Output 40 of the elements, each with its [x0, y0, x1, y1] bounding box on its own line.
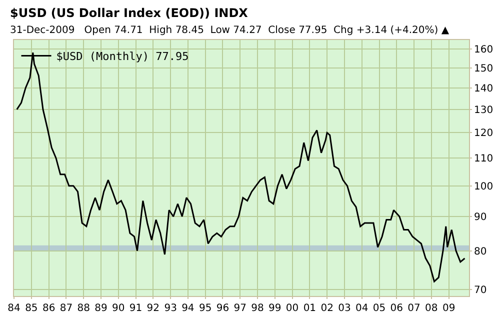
x-tick-label: 93	[164, 303, 177, 314]
x-tick-label: 84	[8, 303, 20, 314]
x-tick-label: 86	[42, 303, 56, 314]
x-tick-label: 88	[77, 303, 90, 314]
x-tick-label: 05	[372, 303, 386, 314]
y-tick-label: 140	[474, 83, 494, 94]
x-tick-label: 04	[355, 303, 368, 314]
x-tick-label: 95	[198, 303, 212, 314]
y-tick-label: 130	[474, 104, 494, 116]
y-tick-label: 80	[474, 246, 487, 258]
x-tick-label: 92	[146, 303, 160, 314]
y-tick-label: 160	[474, 44, 494, 56]
x-tick-label: 07	[408, 303, 420, 314]
chart-subtitle: 31-Dec-2009 Open 74.71 High 78.45 Low 74.27 Close 77.95 Chg +3.14 (+4.20%) ▲	[10, 25, 450, 36]
x-tick-label: 01	[303, 303, 316, 314]
legend-label: $USD (Monthly) 77.95	[56, 50, 189, 64]
y-tick-label: 100	[474, 181, 494, 192]
x-tick-label: 89	[94, 303, 108, 314]
x-tick-label: 87	[60, 303, 73, 314]
x-tick-label: 99	[268, 303, 282, 314]
x-tick-label: 94	[182, 303, 194, 314]
x-tick-label: 08	[425, 303, 438, 314]
x-tick-label: 98	[251, 303, 264, 314]
y-tick-label: 110	[474, 154, 494, 165]
y-tick-label: 120	[474, 128, 494, 140]
x-tick-label: 85	[25, 303, 38, 314]
x-tick-label: 03	[338, 303, 351, 314]
x-tick-label: 91	[129, 303, 142, 314]
x-tick-label: 96	[216, 303, 230, 314]
x-tick-label: 06	[390, 303, 403, 314]
x-tick-label: 02	[320, 303, 334, 314]
x-tick-label: 09	[442, 303, 456, 314]
chart-title: $USD (US Dollar Index (EOD)) INDX	[10, 6, 249, 20]
x-tick-label: 00	[286, 303, 299, 314]
x-tick-label: 90	[112, 303, 125, 314]
y-tick-label: 90	[474, 212, 487, 224]
y-tick-label: 150	[474, 63, 494, 74]
y-tick-label: 70	[474, 285, 487, 296]
line-series	[16, 52, 466, 282]
x-tick-label: 97	[234, 303, 246, 314]
